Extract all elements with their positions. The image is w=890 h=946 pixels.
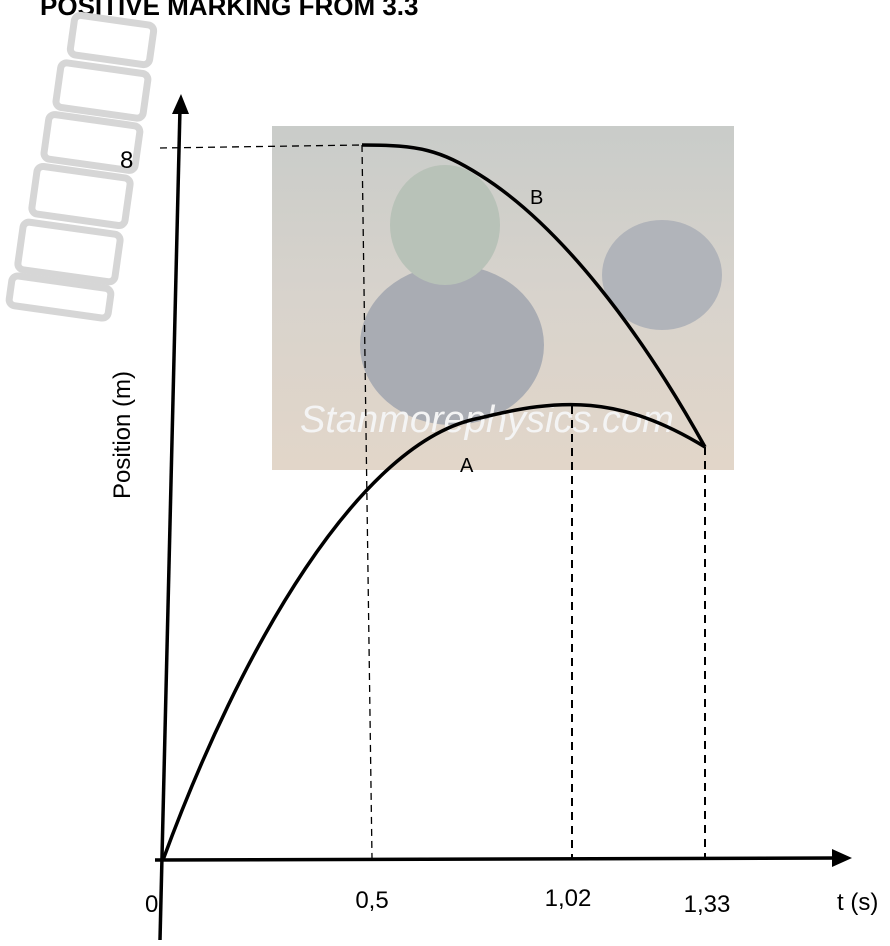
curve-a [163, 405, 705, 860]
x-marker: 1,33 [684, 891, 731, 918]
curve-label: A [460, 455, 474, 477]
x-marker: 1,02 [545, 885, 592, 912]
curve-label: B [530, 187, 543, 209]
watermark-text: Stanmorephysics.com [300, 399, 674, 441]
y-axis-label: Position (m) [109, 371, 136, 499]
x-arrow [832, 849, 852, 867]
x-marker: 0,5 [355, 887, 388, 914]
y-arrow [172, 94, 189, 114]
guide-lines-bold [572, 406, 705, 858]
watermark-image: Stanmorephysics.com [272, 126, 734, 470]
y-marker: 8 [120, 147, 133, 174]
page: POSITIVE MARKING FROM 3.3 Stanmorephysic… [0, 0, 890, 946]
x-axis-label: t (s) [837, 889, 878, 916]
origin-label: 0 [145, 891, 158, 918]
